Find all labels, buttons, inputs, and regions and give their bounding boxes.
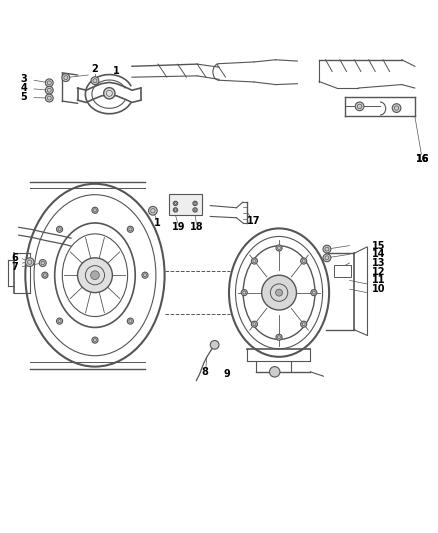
Circle shape xyxy=(251,321,258,327)
Circle shape xyxy=(92,337,98,343)
Circle shape xyxy=(251,258,258,264)
Text: 12: 12 xyxy=(372,266,386,277)
Circle shape xyxy=(173,208,178,212)
Circle shape xyxy=(39,260,46,266)
Circle shape xyxy=(300,321,307,327)
Text: 16: 16 xyxy=(416,154,429,164)
FancyBboxPatch shape xyxy=(334,265,351,277)
Circle shape xyxy=(311,289,317,296)
Circle shape xyxy=(46,86,53,94)
Circle shape xyxy=(57,226,63,232)
Circle shape xyxy=(91,271,99,279)
Circle shape xyxy=(276,245,282,251)
Text: 9: 9 xyxy=(223,369,230,379)
Text: 2: 2 xyxy=(92,64,99,74)
Circle shape xyxy=(46,79,53,87)
Text: 19: 19 xyxy=(172,222,186,232)
Text: 4: 4 xyxy=(21,83,28,93)
Circle shape xyxy=(46,94,53,102)
Circle shape xyxy=(269,367,280,377)
Circle shape xyxy=(323,254,331,262)
Text: 15: 15 xyxy=(372,240,386,251)
Circle shape xyxy=(276,334,282,340)
Circle shape xyxy=(193,208,197,212)
Text: 16: 16 xyxy=(416,154,429,164)
Circle shape xyxy=(42,272,48,278)
Circle shape xyxy=(355,102,364,111)
Circle shape xyxy=(193,201,197,206)
Circle shape xyxy=(241,289,247,296)
Circle shape xyxy=(57,318,63,324)
Circle shape xyxy=(210,341,219,349)
Circle shape xyxy=(300,258,307,264)
Circle shape xyxy=(276,289,283,296)
Text: 1: 1 xyxy=(113,66,120,76)
Circle shape xyxy=(261,275,297,310)
Text: 14: 14 xyxy=(372,249,386,260)
Text: 18: 18 xyxy=(191,222,204,232)
Text: 7: 7 xyxy=(11,262,18,271)
Circle shape xyxy=(323,245,331,253)
Text: 17: 17 xyxy=(247,216,261,226)
Text: 13: 13 xyxy=(372,258,386,268)
Text: 5: 5 xyxy=(21,92,28,102)
Text: 11: 11 xyxy=(372,276,386,286)
Circle shape xyxy=(392,104,401,112)
Text: 8: 8 xyxy=(201,367,208,377)
Text: 1: 1 xyxy=(154,218,161,228)
Circle shape xyxy=(148,206,157,215)
Circle shape xyxy=(25,258,34,266)
Circle shape xyxy=(62,74,70,82)
Circle shape xyxy=(142,272,148,278)
Circle shape xyxy=(127,318,134,324)
Text: 3: 3 xyxy=(21,75,28,84)
Circle shape xyxy=(127,226,134,232)
Circle shape xyxy=(173,201,178,206)
Circle shape xyxy=(104,87,115,99)
Circle shape xyxy=(91,77,99,85)
Circle shape xyxy=(78,258,113,293)
Text: 10: 10 xyxy=(372,284,386,294)
Circle shape xyxy=(92,207,98,213)
FancyBboxPatch shape xyxy=(169,194,201,215)
Text: 6: 6 xyxy=(11,253,18,263)
